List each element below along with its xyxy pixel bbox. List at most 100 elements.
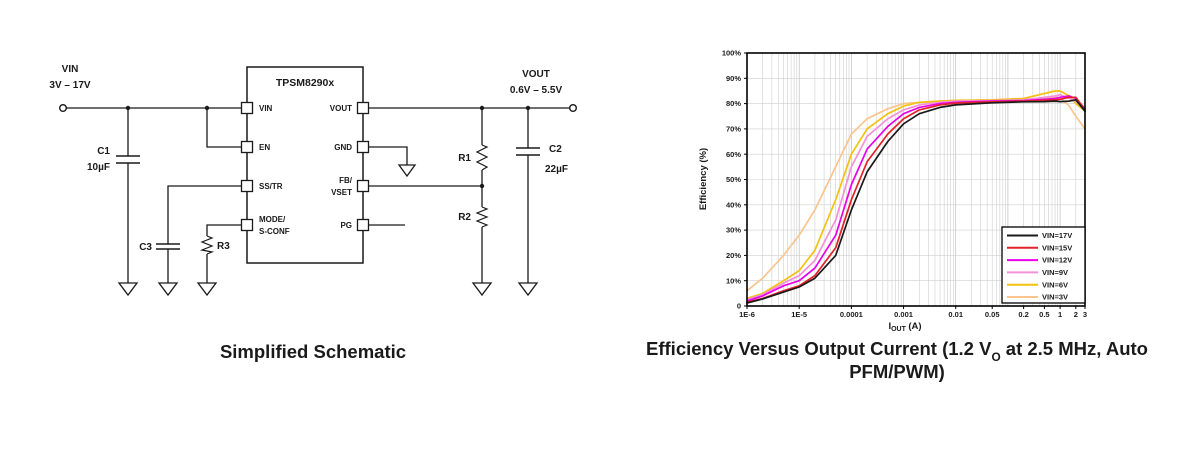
ic-title: TPSM8290x [276,77,335,89]
curve-VIN=15V [746,96,1086,304]
gnd-wire [368,146,408,165]
chart-caption: Efficiency Versus Output Current (1.2 VO… [637,337,1157,383]
pin-label-pg: PG [340,221,352,230]
pin-label-mode-2: S-CONF [259,227,290,236]
mode-r3-wire [206,224,242,283]
pin-label-en: EN [259,143,270,152]
vin-terminal [59,103,68,112]
curve-VIN=9V [746,93,1086,301]
y-tick-label: 10% [726,276,741,285]
x-axis-title: IOUT (A) [888,321,921,333]
y-tick-label: 20% [726,251,741,260]
r3-ref-label: R3 [217,241,230,252]
legend-label-VIN=6V: VIN=6V [1042,280,1068,289]
y-tick-label: 100% [722,49,742,58]
x-tick-label: 1 [1058,310,1062,319]
ground-symbol-gnd-pin [397,164,417,178]
legend-label-VIN=12V: VIN=12V [1042,256,1072,265]
c2-value-label: 22µF [545,164,568,175]
curve-VIN=12V [746,95,1086,302]
pin-label-fb-2: VSET [331,188,352,197]
pin-label-mode-1: MODE/ [259,215,286,224]
x-axis-title-unit: (A) [908,321,921,332]
junction-dot [125,105,131,111]
legend-box [1001,226,1086,304]
x-tick-label: 1E-5 [791,310,807,319]
pin-box-sstr [240,179,254,193]
y-tick-label: 70% [726,125,741,134]
r1-ref-label: R1 [458,153,471,164]
x-tick-label: 0.001 [894,310,913,319]
vout-terminal [569,103,578,112]
pin-label-vout: VOUT [330,104,352,113]
junction-dot [525,105,531,111]
c1-value-label: 10µF [87,162,110,173]
x-tick-label: 2 [1074,310,1078,319]
x-tick-label: 0.5 [1039,310,1049,319]
y-tick-label: 80% [726,99,741,108]
pin-box-vin [240,101,254,115]
capacitor-c1-symbol [116,155,140,164]
y-tick-label: 0 [737,302,741,311]
curve-VIN=6V [746,90,1086,300]
vout-label: VOUT [522,69,550,80]
x-tick-label: 3 [1083,310,1087,319]
pin-box-en [240,140,254,154]
capacitor-c2-symbol [516,147,540,156]
r2-ref-label: R2 [458,212,471,223]
resistor-r1-symbol [475,144,489,171]
vout-range-label: 0.6V – 5.5V [510,85,563,96]
vin-range-label: 3V – 17V [49,80,90,91]
ic-body [246,66,364,264]
chart-caption-subscript: O [991,350,1001,365]
resistor-r2-symbol [475,206,489,228]
pin-box-gnd [356,140,370,154]
resistor-r3-symbol [199,235,215,255]
capacitor-c3-symbol [156,243,180,250]
y-axis-title: Efficiency (%) [698,148,709,210]
ground-symbol-r3 [196,282,218,297]
vin-label: VIN [62,64,79,75]
sstr-c3-wire [167,185,242,283]
schematic-caption: Simplified Schematic [219,341,407,362]
ground-symbol-c3 [157,282,179,297]
y-tick-label: 50% [726,175,741,184]
c1-ref-label: C1 [97,146,110,157]
legend-label-VIN=3V: VIN=3V [1042,293,1068,302]
ground-symbol-c2 [517,282,539,297]
c2-ref-label: C2 [549,144,562,155]
curve-VIN=17V [746,98,1086,304]
y-tick-label: 30% [726,226,741,235]
pin-label-sstr: SS/TR [259,182,283,191]
legend-label-VIN=15V: VIN=15V [1042,243,1072,252]
x-tick-label: 1E-6 [739,310,755,319]
chart-caption-text: Efficiency Versus Output Current (1.2 V [646,338,992,359]
pin-box-vout [356,101,370,115]
y-tick-label: 60% [726,150,741,159]
x-tick-label: 0.05 [985,310,1000,319]
pin-box-mode [240,218,254,232]
junction-dot [479,183,485,189]
efficiency-chart: 1E-6 1E-5 0.0001 0.001 0.01 0.05 0.2 0.5 1 2 3 0 10%… [722,49,1087,319]
ground-symbol-r2 [471,282,493,297]
junction-dot [479,105,485,111]
x-axis-title-subscript: OUT [891,326,907,333]
x-axis-title-main: I [888,321,891,332]
c3-ref-label: C3 [139,242,152,253]
pin-box-pg [356,218,370,232]
en-wire [206,108,242,148]
simplified-schematic: VIN 3V – 17V VOUT 0.6V – 5.5V TPSM8290x … [49,64,578,297]
x-tick-label: 0.01 [948,310,963,319]
pin-label-gnd: GND [334,143,352,152]
y-tick-label: 40% [726,200,741,209]
legend-label-VIN=9V: VIN=9V [1042,268,1068,277]
y-tick-label: 90% [726,74,741,83]
chart-caption-text-2: at 2.5 MHz, Auto PFM/PWM) [849,338,1148,382]
pin-box-fb [356,179,370,193]
ground-symbol-c1 [117,282,139,297]
junction-dot [204,105,210,111]
pin-label-vin: VIN [259,104,273,113]
x-tick-label: 0.2 [1018,310,1028,319]
